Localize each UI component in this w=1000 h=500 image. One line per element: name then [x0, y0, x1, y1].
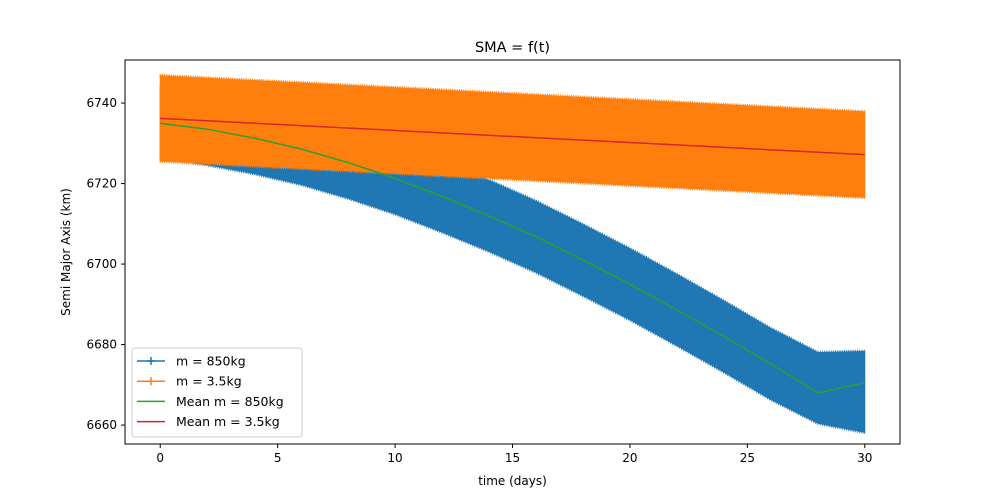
y-axis-ticks: 6660 6680 6700 6720 6740 [86, 96, 125, 432]
y-tick-label: 6740 [86, 96, 117, 110]
y-tick-label: 6700 [86, 257, 117, 271]
line-mean-m-3-5kg [160, 117, 865, 156]
y-tick-label: 6720 [86, 177, 117, 191]
x-tick-label: 10 [387, 451, 402, 465]
plus-marker-icon [147, 357, 155, 365]
legend-item-mean-m-850kg: Mean m = 850kg [137, 394, 284, 409]
legend-item-m-3-5kg: m = 3.5kg [137, 374, 242, 389]
band-edge-markers-m-3-5kg [159, 73, 865, 199]
y-tick-label: 6680 [86, 338, 117, 352]
x-tick-label: 20 [622, 451, 637, 465]
legend-label: Mean m = 3.5kg [176, 414, 280, 429]
series-lines [160, 117, 865, 394]
plus-marker-icon [147, 377, 155, 386]
legend-label: m = 850kg [176, 354, 246, 369]
x-tick-label: 5 [274, 451, 282, 465]
y-tick-label: 6660 [86, 418, 117, 432]
legend-frame [131, 347, 303, 438]
chart-title: SMA = f(t) [475, 40, 550, 56]
legend-label: m = 3.5kg [176, 374, 242, 389]
line-mean-m-850kg [160, 122, 865, 394]
y-axis-label: Semi Major Axis (km) [59, 188, 73, 316]
x-tick-label: 15 [505, 451, 520, 465]
x-tick-label: 30 [857, 451, 872, 465]
x-tick-label: 25 [740, 451, 755, 465]
legend-item-mean-m-3-5kg: Mean m = 3.5kg [137, 414, 280, 429]
legend: m = 850kg m = 3.5kg Mean m = 850kg Mean m =… [131, 347, 303, 438]
legend-item-m-850kg: m = 850kg [137, 354, 246, 369]
x-axis-label: time (days) [478, 474, 547, 488]
x-axis-ticks: 0 5 10 15 20 25 30 [156, 444, 872, 465]
legend-label: Mean m = 850kg [176, 394, 284, 409]
x-tick-label: 0 [156, 451, 164, 465]
